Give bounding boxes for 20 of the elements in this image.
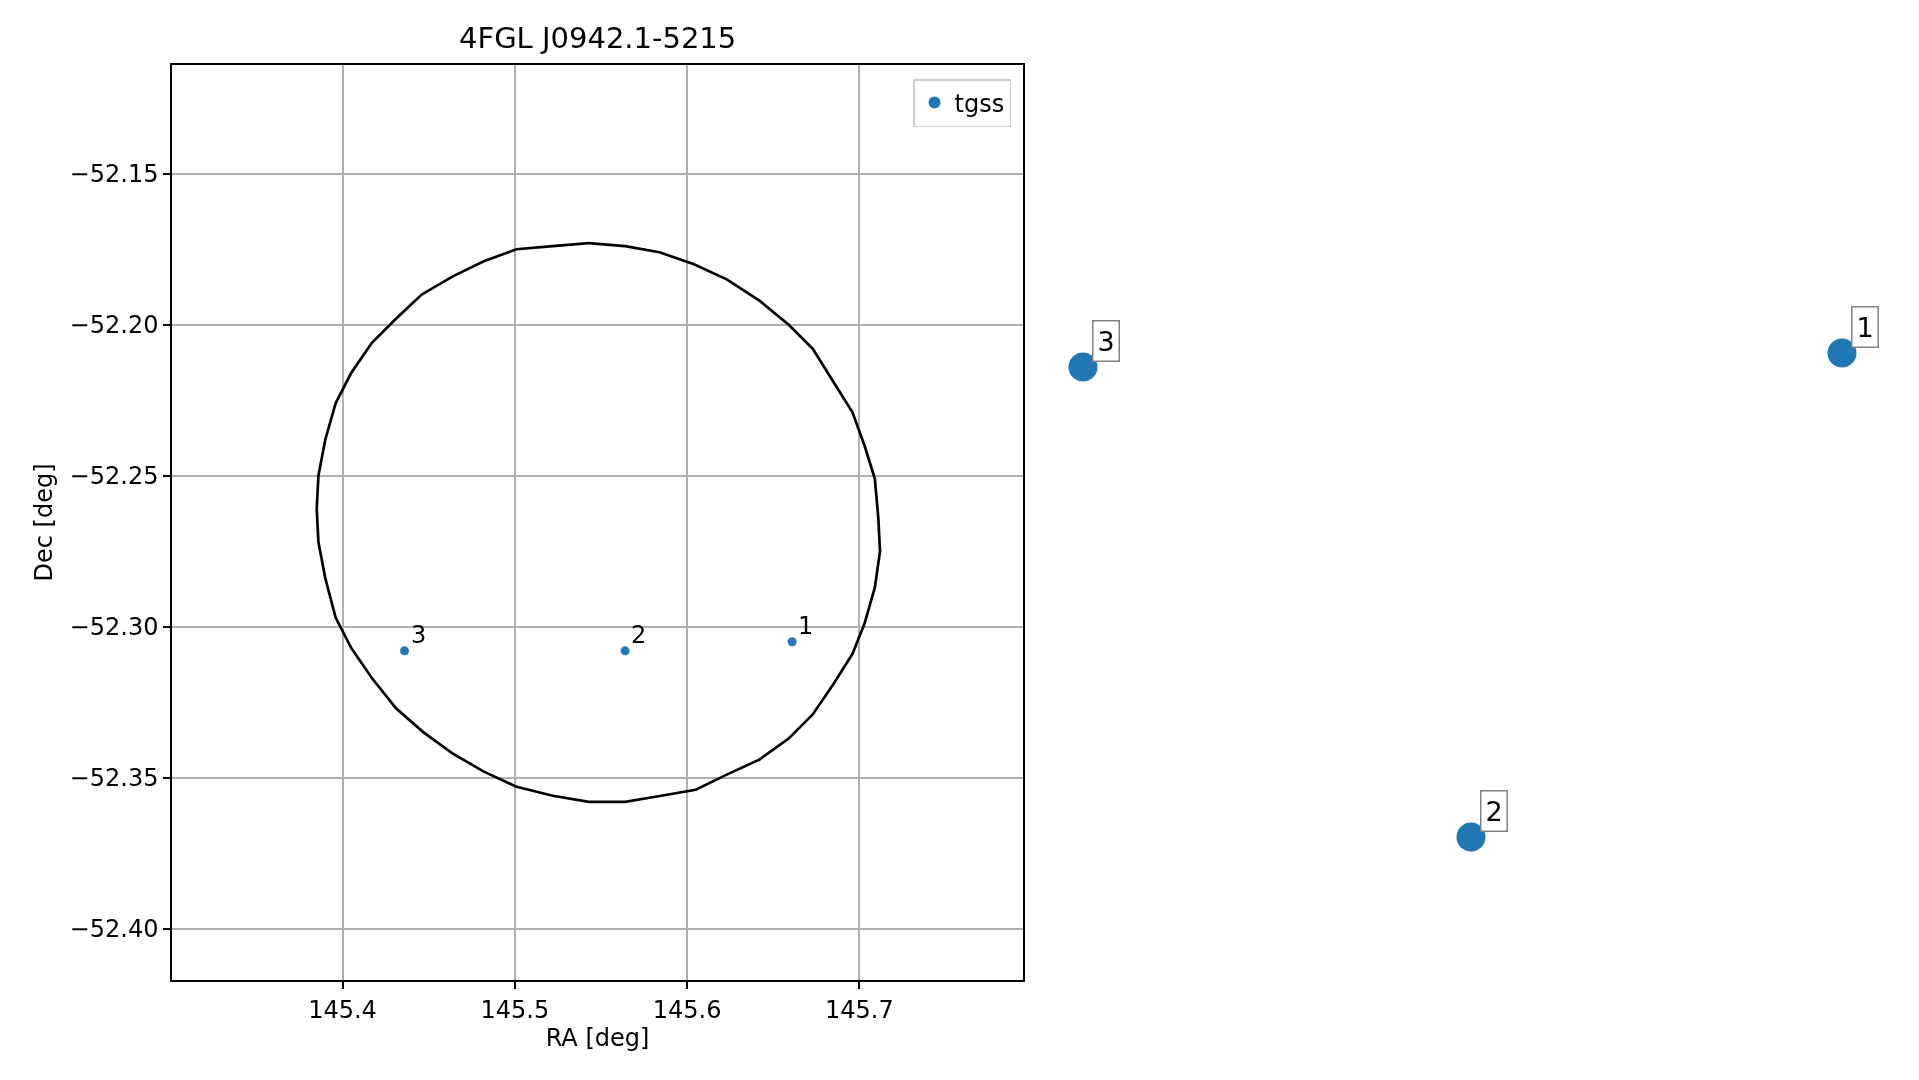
- y-tick-label: −52.15: [69, 160, 159, 189]
- y-tick-label: −52.40: [69, 915, 159, 944]
- y-tick-label: −52.30: [69, 613, 159, 642]
- y-tick-label: −52.25: [69, 462, 159, 491]
- chart-title: 4FGL J0942.1-5215: [459, 21, 737, 55]
- annotation: 2: [631, 621, 647, 649]
- legend-label: tgss: [954, 89, 1005, 118]
- text: 2: [1485, 795, 1503, 827]
- x-tick-label: 145.4: [308, 995, 377, 1024]
- x-axis-title: RA [deg]: [545, 1023, 650, 1052]
- y-axis-title: Dec [deg]: [30, 463, 59, 582]
- text: 1: [1856, 311, 1874, 343]
- y-tick-label: −52.35: [69, 764, 159, 793]
- x-tick-label: 145.5: [480, 995, 550, 1024]
- x-tick-label: 145.7: [824, 995, 894, 1024]
- y-tick-label: −52.20: [69, 311, 159, 340]
- x-tick-label: 145.6: [652, 995, 722, 1024]
- annotation: 3: [411, 621, 427, 649]
- text: 3: [1097, 325, 1115, 357]
- annotation: 1: [798, 612, 814, 640]
